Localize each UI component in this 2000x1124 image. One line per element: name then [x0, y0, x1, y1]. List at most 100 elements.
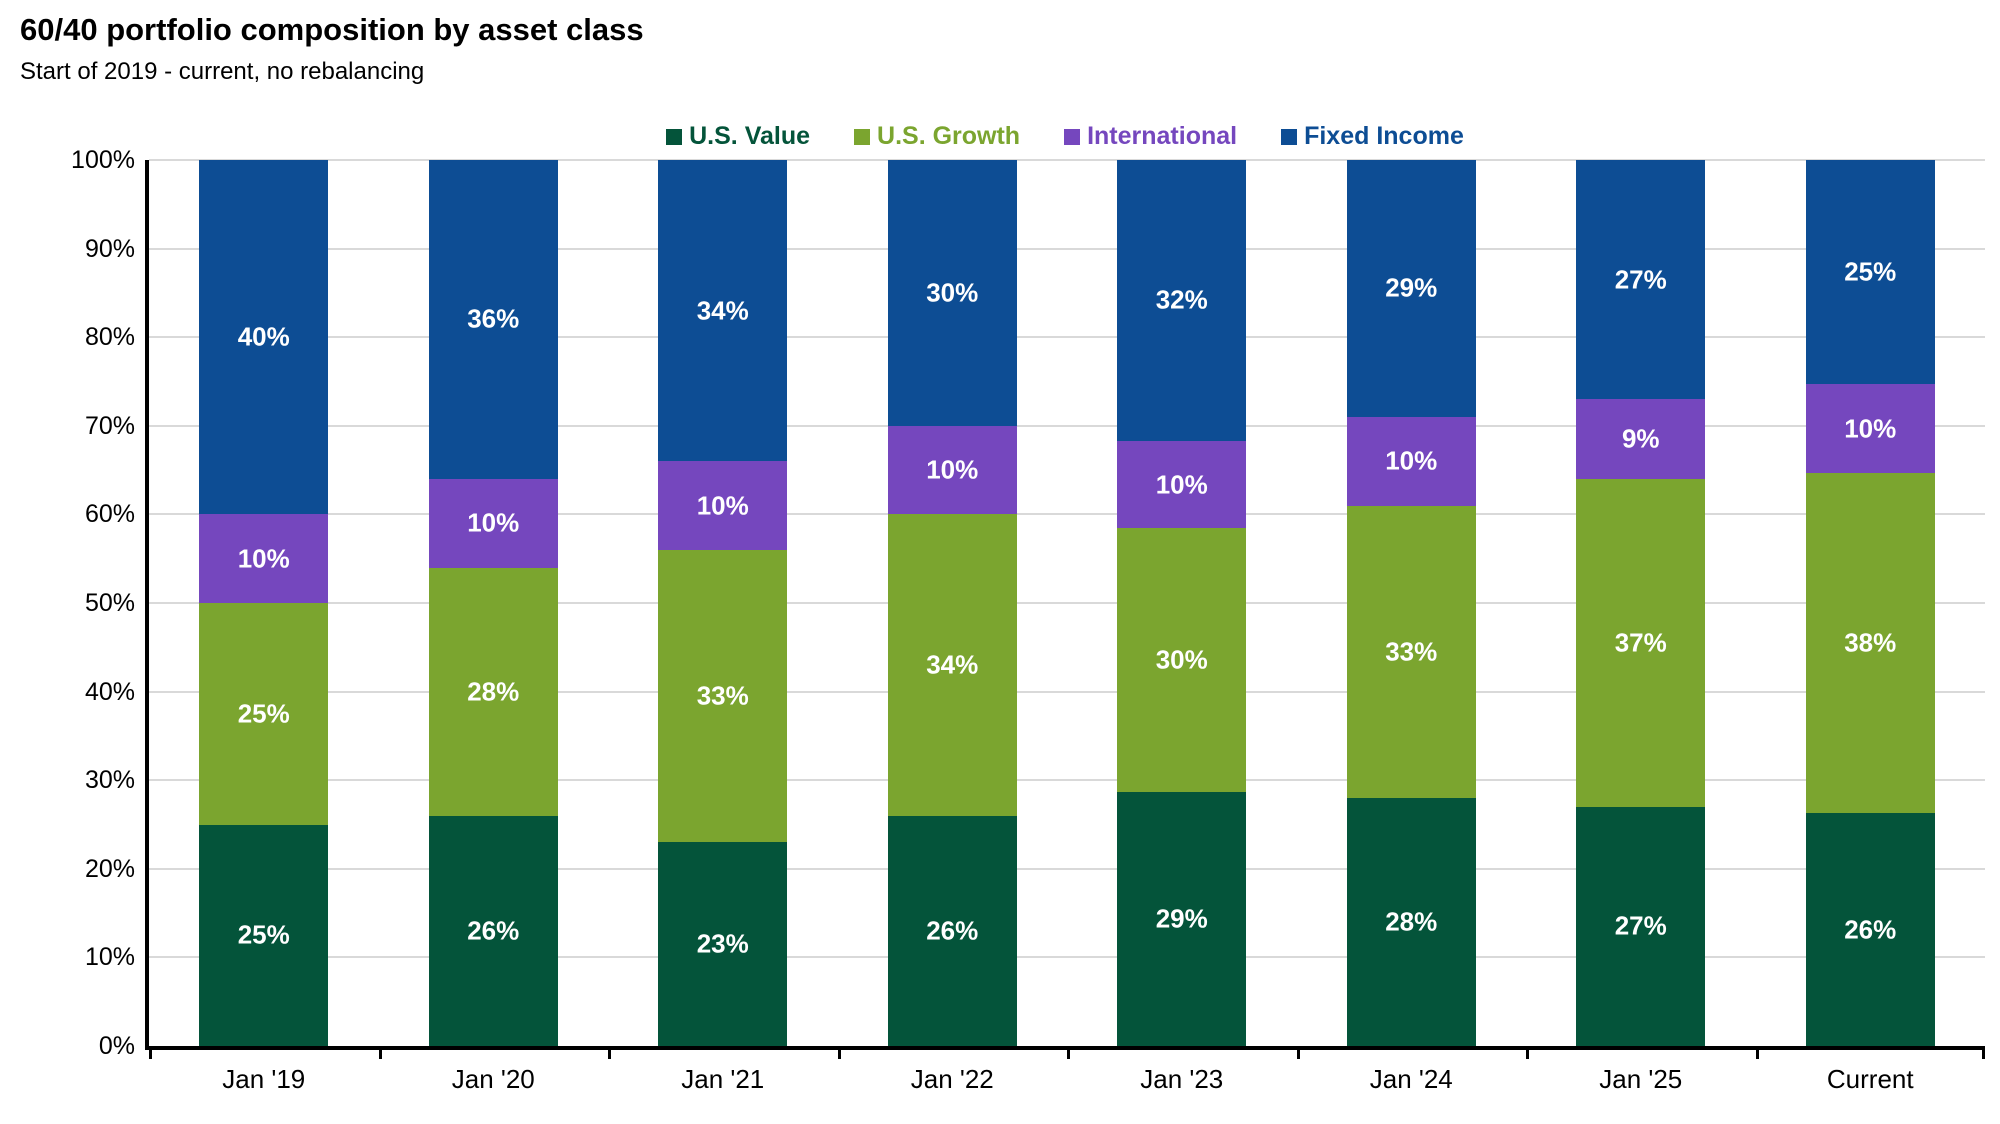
y-axis-label: 90%: [84, 234, 135, 263]
x-axis-label: Current: [1826, 1064, 1914, 1094]
x-axis-label: Jan '25: [1599, 1064, 1683, 1094]
gridline: [149, 513, 1985, 516]
bar-segment: 28%: [428, 567, 558, 816]
stacked-bar: 27% 37% 9% 27%: [1576, 160, 1705, 1046]
y-axis-label: 70%: [84, 411, 135, 440]
segment-value-label: 25%: [237, 698, 290, 729]
segment-value-label: 28%: [1385, 906, 1438, 937]
bar-column: 26% 28% 10% 36% Jan '20: [379, 160, 609, 1094]
x-axis-tick: [1982, 1046, 1985, 1059]
segment-value-label: 10%: [467, 507, 520, 538]
x-axis-label: Jan '24: [1369, 1064, 1453, 1094]
bar-segment: 9%: [1576, 399, 1705, 479]
x-axis-tick: [378, 1046, 382, 1059]
bar-segment: 29%: [1346, 160, 1476, 417]
legend-label: International: [1087, 122, 1238, 150]
legend-label: U.S. Value: [689, 122, 811, 150]
segment-value-label: 26%: [467, 915, 520, 946]
x-axis-label: Jan '21: [681, 1064, 765, 1094]
y-axis-label: 20%: [84, 854, 135, 883]
x-axis-label: Jan '22: [910, 1064, 994, 1094]
legend-swatch-icon: [854, 128, 871, 145]
gridline: [149, 690, 1985, 693]
bar-segment: 27%: [1576, 160, 1705, 400]
stacked-bar: 26% 38% 10% 25%: [1805, 160, 1935, 1046]
y-axis-label: 30%: [84, 766, 135, 795]
bar-segment: 37%: [1576, 478, 1705, 807]
gridline: [149, 336, 1985, 339]
bar-segment: 23%: [658, 842, 787, 1046]
stacked-bar: 26% 28% 10% 36%: [428, 160, 558, 1046]
bar-segment: 34%: [658, 160, 787, 462]
bar-segment: 10%: [1346, 416, 1476, 506]
bar-columns: 25% 25% 10% 40% Jan '19 26% 28% 10% 36% Jan '20 23…: [149, 160, 1986, 1094]
segment-value-label: 26%: [926, 915, 979, 946]
stacked-bar: 26% 34% 10% 30%: [887, 160, 1017, 1046]
x-axis-tick: [837, 1046, 841, 1059]
y-axis-label: 0%: [98, 1032, 135, 1060]
stacked-bar: 28% 33% 10% 29%: [1346, 160, 1476, 1046]
legend-item-1: U.S. Value: [666, 122, 810, 151]
chart-subtitle: Start of 2019 - current, no rebalancing: [20, 58, 425, 85]
y-axis-label: 60%: [84, 500, 135, 529]
segment-value-label: 30%: [1155, 644, 1208, 675]
x-axis-tick: [608, 1046, 611, 1059]
segment-value-label: 40%: [237, 321, 290, 352]
bar-segment: 32%: [1117, 160, 1246, 441]
legend-item-2: U.S. Growth: [854, 122, 1020, 151]
bar-segment: 10%: [887, 425, 1017, 515]
segment-value-label: 10%: [1385, 445, 1438, 476]
bar-segment: 34%: [887, 514, 1017, 816]
stacked-bar: 29% 30% 10% 32%: [1117, 160, 1246, 1046]
x-axis-label: Jan '23: [1140, 1064, 1224, 1094]
segment-value-label: 10%: [1844, 413, 1897, 443]
bar-column: 27% 37% 9% 27% Jan '25: [1526, 160, 1756, 1094]
segment-value-label: 27%: [1614, 264, 1667, 295]
segment-value-label: 36%: [467, 303, 520, 334]
bar-column: 25% 25% 10% 40% Jan '19: [149, 160, 379, 1094]
y-axis-label: 50%: [84, 589, 135, 617]
bar-segment: 10%: [1117, 440, 1246, 529]
bar-column: 26% 38% 10% 25% Current: [1756, 160, 1986, 1094]
segment-value-label: 32%: [1155, 284, 1208, 315]
legend-swatch-icon: [1064, 128, 1081, 145]
y-axis-label: 40%: [84, 677, 135, 706]
bar-segment: 10%: [428, 478, 558, 568]
x-axis-tick: [149, 1046, 152, 1059]
legend-swatch-icon: [1281, 128, 1298, 145]
legend-label: U.S. Growth: [877, 122, 1021, 150]
bar-segment: 25%: [1805, 160, 1935, 384]
segment-value-label: 33%: [1385, 636, 1438, 667]
gridline: [149, 159, 1985, 161]
bar-segment: 40%: [199, 160, 328, 515]
bar-segment: 25%: [199, 603, 328, 825]
legend-item-4: Fixed Income: [1281, 122, 1464, 151]
stacked-bar: 23% 33% 10% 34%: [658, 160, 787, 1046]
segment-value-label: 10%: [1155, 469, 1208, 500]
gridline: [149, 867, 1985, 870]
bar-segment: 28%: [1346, 797, 1476, 1046]
segment-value-label: 9%: [1621, 423, 1660, 454]
bar-column: 26% 34% 10% 30% Jan '22: [838, 160, 1068, 1094]
segment-value-label: 25%: [1844, 256, 1897, 287]
bar-segment: 30%: [1117, 528, 1246, 792]
bar-segment: 38%: [1805, 473, 1935, 814]
y-axis-label: 10%: [84, 943, 135, 972]
gridline: [149, 602, 1985, 604]
segment-value-label: 33%: [696, 680, 749, 711]
x-axis-tick: [1067, 1046, 1070, 1059]
bar-segment: 26%: [1805, 813, 1935, 1046]
x-axis-tick: [1755, 1046, 1759, 1059]
segment-value-label: 10%: [926, 454, 979, 485]
bar-segment: 10%: [199, 514, 328, 603]
gridline: [149, 956, 1985, 959]
legend-item-3: International: [1064, 122, 1237, 151]
segment-value-label: 30%: [926, 277, 979, 308]
x-axis-label: Jan '20: [451, 1064, 535, 1094]
bar-segment: 26%: [887, 815, 1017, 1046]
y-axis-label: 100%: [71, 146, 135, 174]
segment-value-label: 25%: [237, 919, 290, 950]
plot-area: 0% 10% 20% 30% 40% 50% 60% 70% 80% 90% 100% 25% 25%…: [71, 146, 1986, 1094]
bar-segment: 30%: [887, 160, 1017, 426]
